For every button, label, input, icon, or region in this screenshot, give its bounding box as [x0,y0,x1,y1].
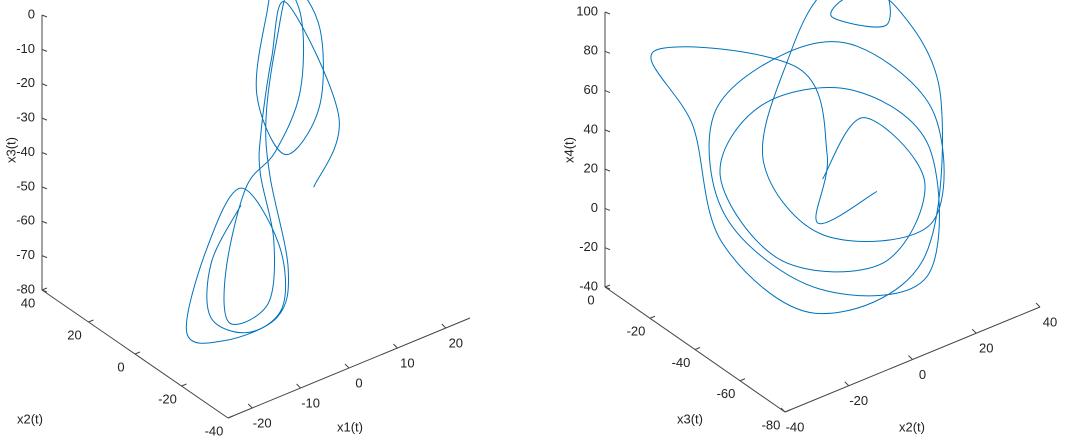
y-tick-label: -80 [762,417,781,432]
z-tick-label: -70 [16,247,35,262]
z-tick [604,247,611,251]
y-tick [649,315,656,319]
z-tick-label: 100 [576,3,598,18]
z-tick [41,289,48,293]
y-tick [784,409,791,413]
z-tick-label: 40 [584,121,598,136]
y-tick-label: 0 [117,359,124,374]
z-tick [604,168,611,172]
z-tick-label: 0 [591,200,598,215]
trajectory [650,0,945,315]
z-tick [604,286,611,290]
z-tick [41,186,48,190]
x-tick-label: -20 [849,393,868,408]
z-tick-label: -60 [16,213,35,228]
z-tick [41,255,48,259]
y-tick [88,319,94,323]
x-tick-label: 40 [1043,314,1057,329]
z-tick-label: 0 [28,6,35,21]
x-tick [1035,302,1041,308]
z-tick-label: -10 [16,41,35,56]
x-tick [393,343,398,349]
z-tick [41,117,48,121]
z-tick-label: -20 [579,239,598,254]
z-tick-label: -40 [579,278,598,293]
y-tick [739,378,746,382]
y-tick-label: -40 [672,355,691,370]
x-tick-label: 0 [355,375,362,390]
z-tick-label: 80 [584,43,598,58]
z-tick [41,220,48,224]
z-tick-label: 20 [584,161,598,176]
z-tick-label: -80 [16,281,35,296]
z-tick-label: -50 [16,178,35,193]
z-tick [604,90,611,94]
y-tick [181,383,187,387]
z-axis-label: x4(t) [561,137,576,163]
y-tick-label: -60 [717,386,736,401]
z-tick [41,83,48,87]
x-tick [844,381,850,387]
x-tick [908,355,913,360]
y-axis-label: x3(t) [677,411,703,426]
x-tick-label: -20 [253,415,272,430]
y-tick [227,415,234,419]
z-tick-label: -30 [16,110,35,125]
x-tick-label: -40 [786,419,805,434]
z-tick-label: -40 [16,144,35,159]
y-tick-label: -20 [627,324,646,339]
x-tick-label: 20 [449,335,463,350]
x-tick-label: -10 [301,395,320,410]
x-axis-label: x1(t) [337,419,363,434]
y-tick-label: -40 [205,423,224,438]
z-tick [604,207,611,211]
y-tick [604,284,611,288]
x-tick [247,403,253,409]
z-tick [604,50,611,54]
y-tick [41,287,48,291]
x-axis-label: x2(t) [899,419,925,434]
z-tick [604,11,611,15]
x-tick-label: 0 [919,367,926,382]
z-tick-label: 60 [584,82,598,97]
x-tick-label: 10 [400,355,414,370]
y-tick-label: 0 [587,292,594,307]
z-tick [41,48,48,52]
y-tick [134,351,141,355]
z-tick [41,152,48,155]
z-tick-label: -20 [16,75,35,90]
x-tick [971,328,977,334]
x-tick [344,363,350,369]
z-tick [604,129,611,133]
y-tick-label: 40 [21,295,35,310]
x-tick [296,383,301,389]
x-tick-label: 20 [979,341,993,356]
y-axis-label: x2(t) [17,411,43,426]
x-tick [441,323,447,329]
z-tick [41,14,48,18]
y-tick-label: 20 [67,327,81,342]
y-tick-label: -20 [158,391,177,406]
x-tick [780,407,786,413]
trajectory [185,0,340,344]
y-tick [694,347,701,350]
z-axis-label: x3(t) [3,137,18,163]
